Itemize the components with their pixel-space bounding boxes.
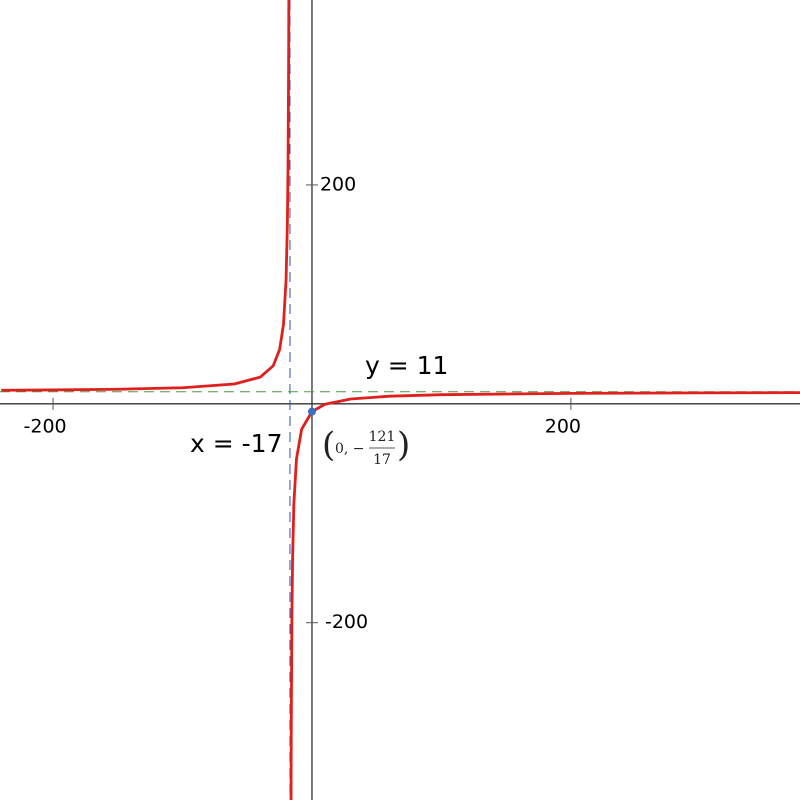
y-tick-label: -200 [325, 611, 368, 633]
paren: ( [322, 425, 335, 465]
asymptote-label: y = 11 [365, 351, 448, 380]
x-tick-label: 200 [545, 415, 581, 437]
asymptote-label: x = -17 [190, 429, 282, 458]
paren: ) [397, 425, 410, 465]
point-label: 0, − [335, 441, 365, 457]
point-label-numerator: 121 [369, 429, 396, 445]
point-label-denominator: 17 [373, 452, 391, 468]
y-tick-label: 200 [320, 173, 356, 195]
intercept-point [307, 407, 316, 416]
x-tick-label: -200 [24, 415, 67, 437]
